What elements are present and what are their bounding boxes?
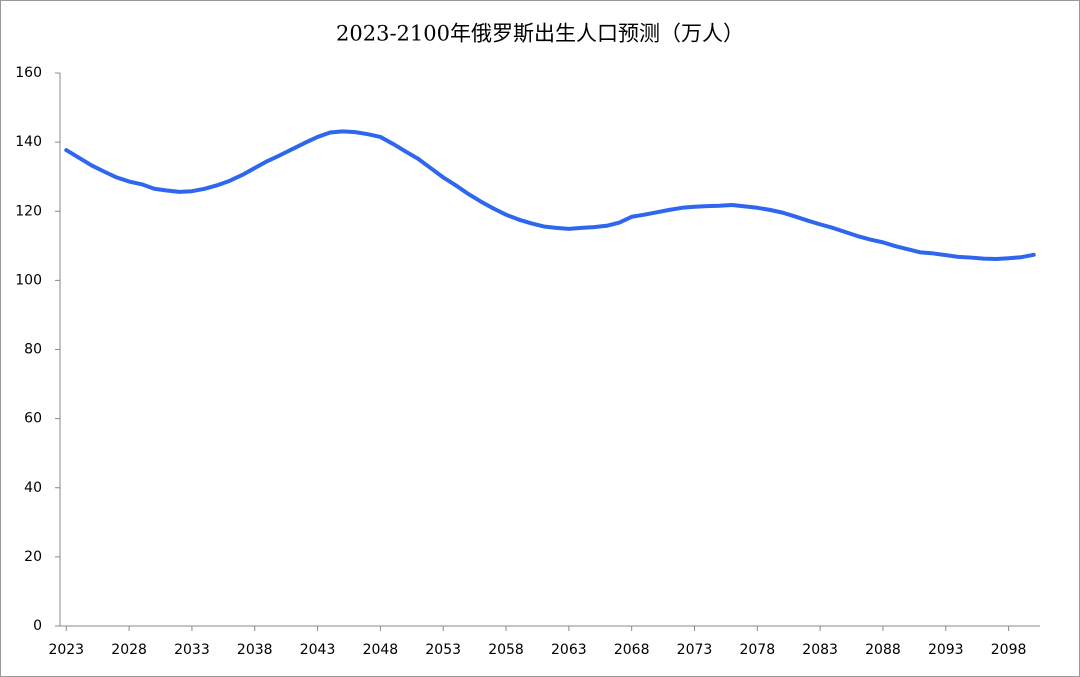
x-tick-label: 2063 [551, 642, 587, 658]
y-tick-label: 0 [33, 618, 42, 634]
x-tick-label: 2098 [991, 642, 1027, 658]
data-line [64, 129, 1036, 261]
y-tick-label: 20 [24, 549, 42, 565]
chart-title: 2023-2100年俄罗斯出生人口预测（万人） [336, 22, 744, 46]
x-tick-label: 2083 [802, 642, 838, 658]
x-tick-label: 2048 [363, 642, 399, 658]
x-tick-label: 2058 [488, 642, 524, 658]
x-tick-label: 2038 [237, 642, 273, 658]
y-tick-label: 120 [15, 203, 42, 219]
y-tick-label: 160 [15, 65, 42, 81]
y-tick-label: 60 [24, 411, 42, 427]
x-tick-label: 2033 [174, 642, 210, 658]
x-tick-label: 2068 [614, 642, 650, 658]
x-tick-label: 2073 [677, 642, 713, 658]
x-tick-label: 2093 [928, 642, 964, 658]
y-tick-label: 140 [15, 134, 42, 150]
x-tick-label: 2028 [111, 642, 147, 658]
x-tick-label: 2043 [300, 642, 336, 658]
y-tick-label: 100 [15, 272, 42, 288]
x-tick-label: 2088 [865, 642, 901, 658]
y-tick-label: 40 [24, 480, 42, 496]
x-tick-label: 2053 [425, 642, 461, 658]
x-tick-label: 2023 [48, 642, 84, 658]
y-tick-label: 80 [24, 342, 42, 358]
x-tick-label: 2078 [739, 642, 775, 658]
